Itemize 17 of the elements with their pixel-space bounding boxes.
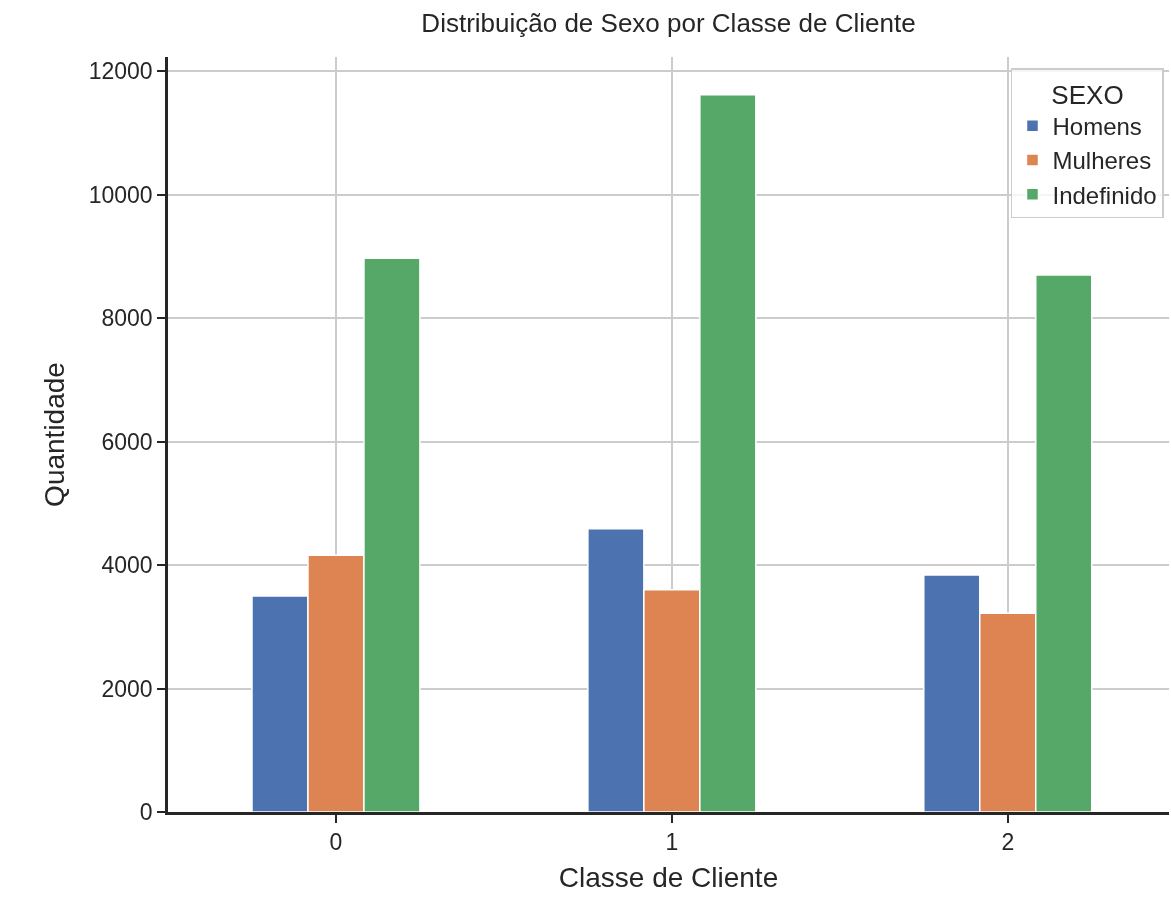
legend-title: SEXO: [1051, 79, 1124, 110]
x-tick-label: 2: [1001, 829, 1015, 856]
legend-label: Mulheres: [1052, 147, 1152, 175]
legend-label: Homens: [1052, 113, 1142, 141]
y-tick-label: 12000: [88, 58, 153, 85]
x-tick-label: 0: [329, 829, 343, 856]
y-axis-title: Quantidade: [39, 362, 71, 507]
y-tick-label: 2000: [101, 675, 153, 702]
legend-label: Indefinido: [1052, 181, 1157, 209]
y-tick-label: 0: [139, 799, 153, 826]
y-tick-label: 6000: [101, 428, 153, 455]
y-tick-label: 8000: [101, 305, 153, 332]
x-tick-label: 1: [665, 829, 679, 856]
chart-title: Distribuição de Sexo por Classe de Cliente: [421, 7, 916, 38]
x-axis-title: Classe de Cliente: [558, 862, 779, 894]
y-tick-label: 4000: [101, 552, 153, 579]
y-tick-label: 10000: [88, 181, 153, 208]
